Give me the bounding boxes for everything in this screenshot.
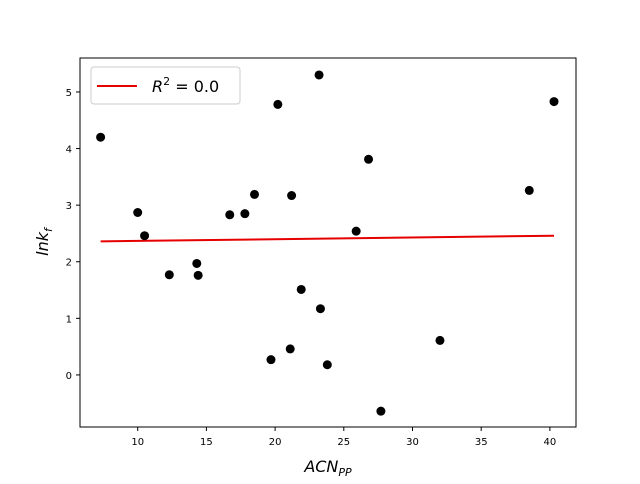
- y-axis-label-main: lnk: [33, 231, 52, 256]
- points-layer: [96, 70, 559, 416]
- data-point: [285, 344, 295, 354]
- y-tick-label: 3: [66, 201, 72, 212]
- data-point: [96, 132, 106, 142]
- y-tick-label: 4: [66, 145, 72, 156]
- x-axis-label: ACNPP: [303, 457, 352, 479]
- data-point: [315, 304, 325, 314]
- y-tick-label: 5: [66, 88, 72, 99]
- data-point: [240, 209, 250, 219]
- x-tick-label: 20: [269, 437, 282, 448]
- y-axis-label-sub: f: [42, 226, 55, 232]
- data-point: [524, 185, 534, 195]
- data-point: [364, 154, 374, 164]
- legend: R2 = 0.0: [90, 66, 241, 105]
- data-point: [192, 258, 202, 268]
- x-tick-label: 35: [475, 437, 488, 448]
- x-tick-label: 25: [337, 437, 350, 448]
- data-point: [164, 270, 174, 280]
- legend-box: [90, 66, 241, 105]
- data-point: [376, 406, 386, 416]
- data-point: [296, 284, 306, 294]
- x-axis-label-main: ACN: [303, 457, 338, 476]
- x-axis-label-sub: PP: [338, 466, 352, 479]
- y-tick-label: 2: [66, 258, 72, 269]
- ticks-layer: 10 15 20 25 30 35 40 0 1 2 3 4 5: [66, 88, 557, 448]
- data-point: [314, 70, 324, 80]
- data-point: [266, 355, 276, 365]
- data-point: [273, 99, 283, 109]
- data-point: [549, 97, 559, 107]
- data-point: [287, 191, 297, 201]
- x-tick-label: 15: [200, 437, 213, 448]
- fit-line: [100, 234, 555, 243]
- x-tick-label: 10: [131, 437, 144, 448]
- x-tick-label: 30: [406, 437, 419, 448]
- x-tick-label: 40: [544, 437, 557, 448]
- y-tick-label: 0: [66, 371, 72, 382]
- data-point: [140, 231, 150, 241]
- data-point: [249, 189, 259, 199]
- data-point: [351, 226, 361, 236]
- data-point: [193, 270, 203, 280]
- legend-label-value: = 0.0: [170, 77, 219, 96]
- legend-label-main: R: [152, 77, 163, 96]
- fit-line-layer: [100, 234, 555, 243]
- y-tick-label: 1: [66, 314, 72, 325]
- y-axis-label: lnkf: [33, 226, 55, 256]
- legend-label-sup: 2: [163, 75, 170, 88]
- data-point: [435, 335, 445, 345]
- plot-frame: [79, 57, 577, 428]
- data-point: [225, 210, 235, 220]
- data-point: [133, 208, 143, 218]
- legend-label: R2 = 0.0: [152, 75, 219, 96]
- data-point: [322, 360, 332, 370]
